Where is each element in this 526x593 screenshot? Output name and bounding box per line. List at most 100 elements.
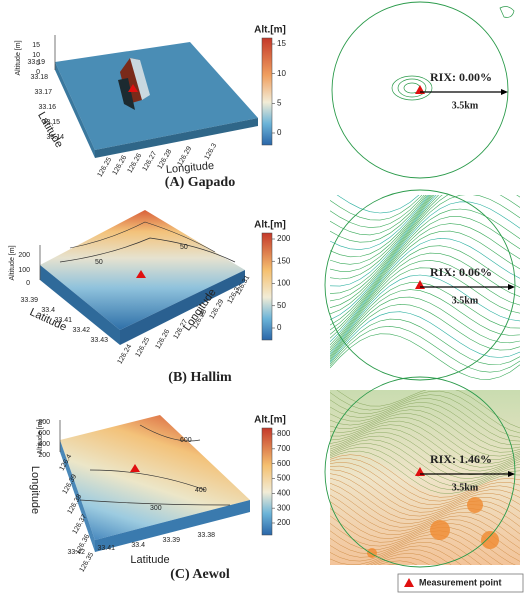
colorbar-title: Alt.[m] [254, 25, 286, 36]
colorbar-tick-label: 200 [277, 234, 291, 243]
contour-label: 50 [95, 259, 103, 266]
longitude-tick: 126.24 [117, 343, 134, 365]
contour [330, 245, 520, 346]
rix-label: RIX: 1.46% [430, 452, 492, 466]
colorbar-tick-label: 100 [277, 279, 291, 288]
contour-label: 300 [150, 505, 162, 512]
contour [330, 325, 520, 373]
contour [330, 195, 427, 236]
contour [330, 545, 462, 565]
colorbar [261, 232, 273, 341]
latitude-tick: 33.19 [27, 59, 45, 66]
rix-label: RIX: 0.00% [430, 70, 492, 84]
longitude-tick: 126.26 [155, 328, 172, 350]
colorbar-tick-label: 10 [277, 69, 286, 78]
latitude-tick: 33.16 [38, 104, 56, 111]
contour [336, 195, 420, 214]
altitude-tick: 400 [38, 441, 50, 448]
colorbar [261, 427, 273, 536]
contour [330, 311, 520, 363]
influence-circle [331, 1, 509, 179]
contour [330, 473, 520, 517]
latitude-tick: 33.41 [54, 317, 72, 324]
contour [330, 267, 520, 353]
contour [330, 195, 425, 228]
contour [330, 289, 520, 358]
contour [330, 195, 435, 280]
contour [330, 450, 520, 494]
contour [330, 318, 520, 366]
caption: (A) Gapado [165, 175, 235, 190]
high-patch [481, 531, 499, 549]
latitude-tick: 33.18 [30, 74, 48, 81]
colorbar-tick-label: 700 [277, 444, 291, 453]
caption: (C) Aewol [170, 567, 230, 582]
contour [330, 195, 428, 243]
arrow-head [501, 89, 508, 95]
high-patch [430, 520, 450, 540]
contour [330, 461, 520, 506]
colorbar-tick-label: 5 [277, 98, 282, 107]
contour [391, 75, 433, 101]
contour [330, 201, 520, 321]
measurement-point [415, 280, 425, 289]
influence-circle [324, 376, 516, 568]
contour [330, 515, 520, 562]
altitude-tick: 0 [26, 280, 30, 287]
colorbar-tick-label: 300 [277, 503, 291, 512]
latitude-tick: 33.17 [34, 89, 52, 96]
colorbar-tick-label: 200 [277, 518, 291, 527]
distance-label: 3.5km [452, 482, 479, 493]
latitude-tick: 33.41 [97, 545, 115, 552]
contour [330, 501, 520, 549]
contour [330, 303, 520, 361]
contour [330, 398, 520, 442]
latitude-tick: 33.42 [67, 549, 85, 556]
rix-label: RIX: 0.06% [430, 265, 492, 279]
latitude-tick: 33.4 [41, 307, 55, 314]
contour [330, 465, 520, 509]
contour [330, 541, 472, 565]
colorbar-title: Alt.[m] [254, 220, 286, 231]
longitude-tick: 126.25 [135, 336, 152, 358]
altitude-tick: 200 [38, 452, 50, 459]
contour [330, 223, 520, 335]
contour [330, 259, 520, 351]
contour [330, 439, 520, 483]
altitude-label: Altitude [m] [15, 40, 22, 75]
legend-box [397, 573, 524, 593]
colorbar-tick-label: 600 [277, 459, 291, 468]
longitude-label: Longitude [165, 160, 214, 176]
longitude-tick: 126.26 [127, 152, 144, 174]
latitude-tick: 33.39 [162, 537, 180, 544]
colorbar [261, 37, 273, 146]
contour [397, 78, 427, 98]
contour [330, 195, 520, 308]
altitude-tick: 100 [18, 267, 30, 274]
contour-lines [330, 6, 520, 565]
contour [330, 488, 520, 535]
altitude-tick: 800 [38, 419, 50, 426]
contour [499, 6, 515, 18]
colorbar-tick-label: 150 [277, 256, 291, 265]
contour [330, 237, 520, 343]
contour [330, 208, 520, 326]
latitude-label: Latitude [130, 554, 169, 566]
contour [330, 333, 520, 380]
contour [330, 420, 520, 464]
latitude-tick: 33.38 [197, 532, 215, 539]
surface-c [59, 415, 250, 552]
contour [330, 477, 520, 521]
distance-label: 3.5km [452, 100, 479, 111]
colorbar-tick-label: 500 [277, 474, 291, 483]
contour-label: 600 [180, 437, 192, 444]
contour [330, 446, 520, 491]
contour [330, 428, 520, 472]
altitude-tick: 10 [32, 52, 40, 59]
surface-a [54, 35, 258, 158]
contour [330, 435, 520, 479]
contour [330, 431, 520, 476]
influence-circle [324, 189, 516, 381]
arrow-head [508, 284, 515, 290]
colorbar-tick-label: 50 [277, 301, 286, 310]
